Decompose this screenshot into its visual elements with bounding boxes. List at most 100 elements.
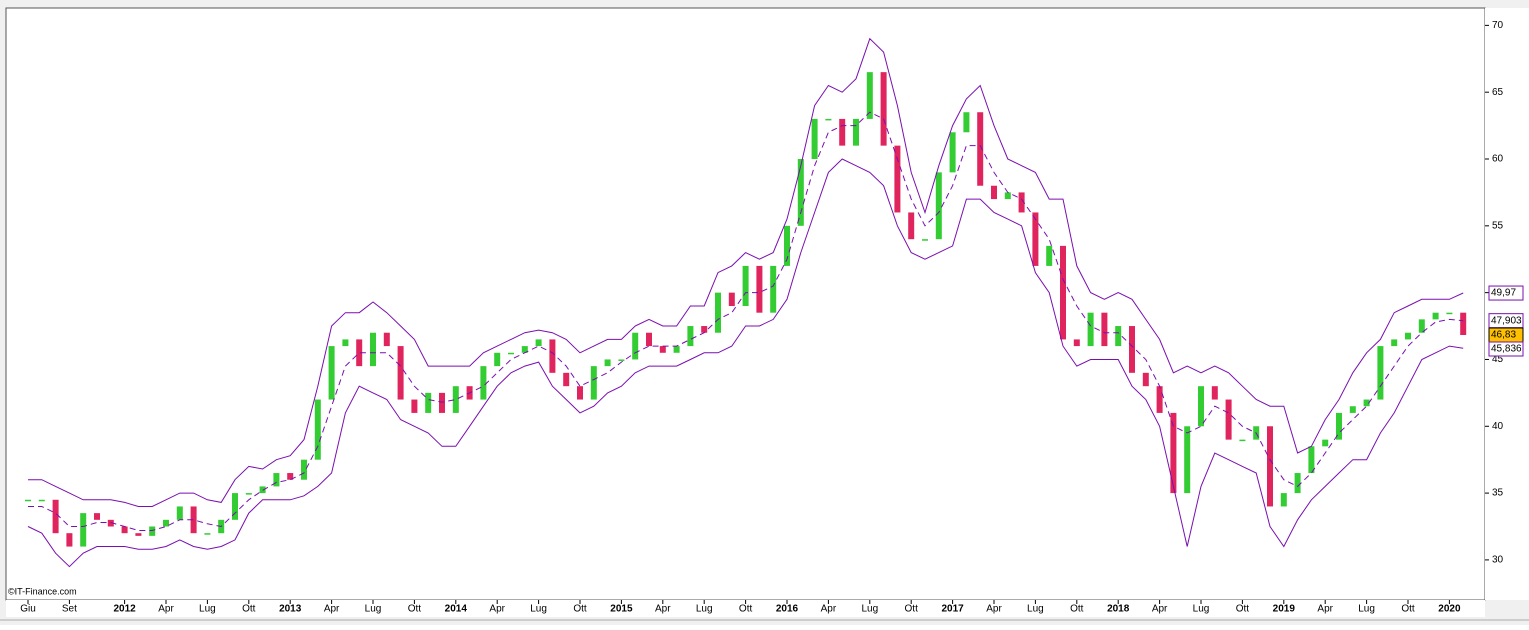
y-axis-area	[1485, 8, 1529, 600]
candle	[356, 339, 363, 367]
candle	[383, 332, 390, 347]
candle	[1280, 493, 1287, 507]
y-tick-label: 35	[1492, 488, 1504, 499]
x-tick-label: 2013	[279, 604, 302, 615]
x-tick-label: 2012	[113, 604, 136, 615]
candle	[908, 212, 915, 240]
candle	[1322, 439, 1329, 447]
candle	[342, 339, 349, 347]
candle	[590, 366, 597, 400]
candle	[245, 493, 252, 495]
candle	[521, 346, 528, 353]
candle	[190, 506, 197, 534]
candle	[977, 112, 984, 186]
candle	[1460, 312, 1467, 336]
x-tick-label: Ott	[1070, 604, 1084, 615]
candle	[1363, 399, 1370, 407]
x-tick-label: Lug	[696, 604, 713, 615]
candle	[1156, 386, 1163, 413]
candle	[770, 265, 777, 313]
candle	[632, 332, 639, 360]
candle	[259, 486, 266, 494]
candle	[1211, 386, 1218, 400]
candle	[80, 513, 87, 547]
y-tick-label: 60	[1492, 154, 1504, 165]
candle	[922, 239, 928, 241]
candle	[1432, 312, 1439, 320]
x-tick-label: 2020	[1438, 604, 1461, 615]
candle	[1267, 426, 1273, 507]
candle	[411, 399, 418, 413]
candle	[273, 473, 280, 487]
y-tick-label: 55	[1492, 220, 1504, 231]
candle	[1142, 372, 1149, 387]
x-tick-label: Apr	[986, 604, 1002, 615]
x-tick-label: Apr	[324, 604, 340, 615]
credit: ©IT-Finance.com	[8, 586, 77, 596]
candle	[149, 526, 156, 536]
candle	[121, 526, 128, 534]
candle	[577, 386, 583, 400]
candle	[1087, 312, 1094, 347]
x-tick-label: 2018	[1107, 604, 1130, 615]
y-tick-label: 45	[1492, 354, 1504, 365]
candle	[880, 72, 887, 146]
x-tick-label: Lug	[365, 604, 382, 615]
candle	[204, 533, 211, 535]
x-tick-label: 2014	[445, 604, 468, 615]
candle	[25, 499, 31, 502]
candle	[1336, 412, 1342, 440]
candle	[52, 499, 59, 534]
x-tick-label: 2019	[1273, 604, 1296, 615]
last-value-label: 46,83	[1491, 330, 1516, 341]
candle	[1184, 426, 1191, 494]
candle	[135, 533, 142, 536]
candle	[439, 392, 445, 413]
candle	[38, 499, 45, 502]
candle	[535, 339, 542, 347]
candle	[425, 392, 432, 413]
x-tick-label: 2017	[941, 604, 964, 615]
candle	[494, 352, 501, 367]
candle	[301, 459, 307, 480]
band	[28, 37, 1464, 507]
candle	[1060, 245, 1066, 340]
candle	[1418, 319, 1425, 333]
candle	[563, 372, 570, 387]
y-tick-label: 70	[1492, 20, 1504, 31]
candle	[1170, 412, 1177, 494]
candle	[508, 352, 514, 355]
candle	[232, 493, 238, 520]
candle	[480, 366, 487, 400]
moving-average	[28, 111, 1464, 531]
candle	[1377, 346, 1384, 400]
last-value-box	[1488, 285, 1524, 301]
candle	[701, 326, 708, 333]
candle	[715, 292, 721, 333]
candle	[604, 359, 611, 367]
x-tick-label: Apr	[1152, 604, 1168, 615]
candle	[1115, 326, 1122, 347]
candle	[1018, 192, 1025, 213]
candle	[328, 346, 335, 400]
x-tick-label: 2016	[776, 604, 799, 615]
candle	[549, 339, 556, 373]
candle	[742, 265, 749, 307]
last-value-box	[1488, 341, 1524, 357]
y-tick-label: 40	[1492, 421, 1504, 432]
candle	[839, 118, 846, 146]
candle	[894, 145, 901, 213]
candle	[1391, 339, 1398, 347]
candle	[107, 519, 114, 527]
candle	[646, 332, 652, 347]
candle	[314, 399, 321, 460]
candle	[1349, 406, 1356, 413]
candle	[963, 112, 970, 133]
x-tick-label: Lug	[199, 604, 216, 615]
candle	[784, 225, 790, 266]
x-tick-label: Lug	[1358, 604, 1375, 615]
candle	[1004, 192, 1011, 200]
candle	[687, 326, 694, 347]
